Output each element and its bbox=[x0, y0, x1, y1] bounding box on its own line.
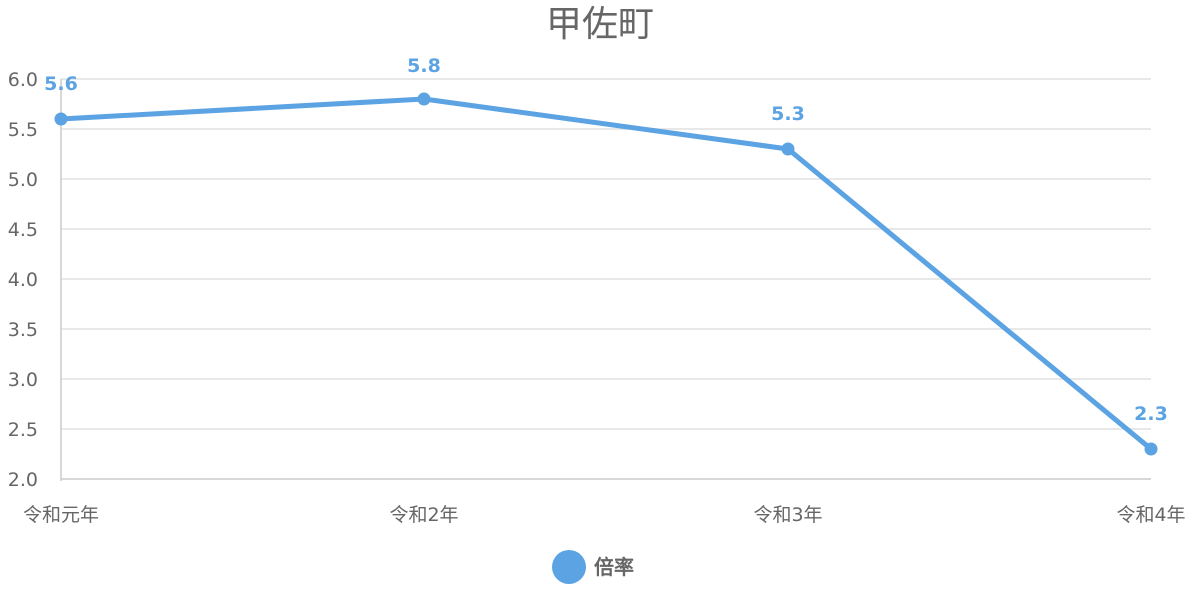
axes bbox=[60, 79, 1151, 481]
data-label: 5.3 bbox=[771, 103, 805, 125]
data-point[interactable] bbox=[781, 142, 795, 156]
y-tick-label: 6.0 bbox=[8, 69, 38, 91]
y-tick-label: 5.5 bbox=[8, 119, 38, 141]
legend[interactable]: 倍率 bbox=[552, 550, 634, 584]
data-labels: 5.6 5.8 5.3 2.3 bbox=[44, 55, 1168, 425]
y-axis-tick-labels: 2.0 2.5 3.0 3.5 4.0 4.5 5.0 5.5 6.0 bbox=[8, 69, 38, 491]
x-tick-label: 令和3年 bbox=[753, 504, 822, 526]
chart-title: 甲佐町 bbox=[546, 4, 654, 45]
data-point[interactable] bbox=[417, 92, 431, 106]
y-tick-label: 5.0 bbox=[8, 169, 38, 191]
legend-marker-icon bbox=[552, 550, 586, 584]
y-tick-label: 4.0 bbox=[8, 269, 38, 291]
data-label: 2.3 bbox=[1134, 403, 1168, 425]
data-point[interactable] bbox=[1144, 442, 1158, 456]
data-point[interactable] bbox=[54, 112, 68, 126]
x-tick-label: 令和元年 bbox=[23, 504, 99, 526]
series-layer bbox=[54, 92, 1158, 456]
data-label: 5.6 bbox=[44, 73, 78, 95]
y-tick-label: 4.5 bbox=[8, 219, 38, 241]
data-label: 5.8 bbox=[407, 55, 441, 77]
grid-lines bbox=[61, 78, 1151, 430]
y-tick-label: 3.5 bbox=[8, 319, 38, 341]
x-axis-tick-labels: 令和元年 令和2年 令和3年 令和4年 bbox=[23, 504, 1186, 526]
series-line bbox=[58, 96, 1154, 452]
y-tick-label: 2.0 bbox=[8, 469, 38, 491]
x-tick-label: 令和4年 bbox=[1116, 504, 1185, 526]
y-tick-label: 3.0 bbox=[8, 369, 38, 391]
y-tick-label: 2.5 bbox=[8, 419, 38, 441]
x-tick-label: 令和2年 bbox=[389, 504, 458, 526]
legend-label-series[interactable]: 倍率 bbox=[594, 555, 634, 579]
